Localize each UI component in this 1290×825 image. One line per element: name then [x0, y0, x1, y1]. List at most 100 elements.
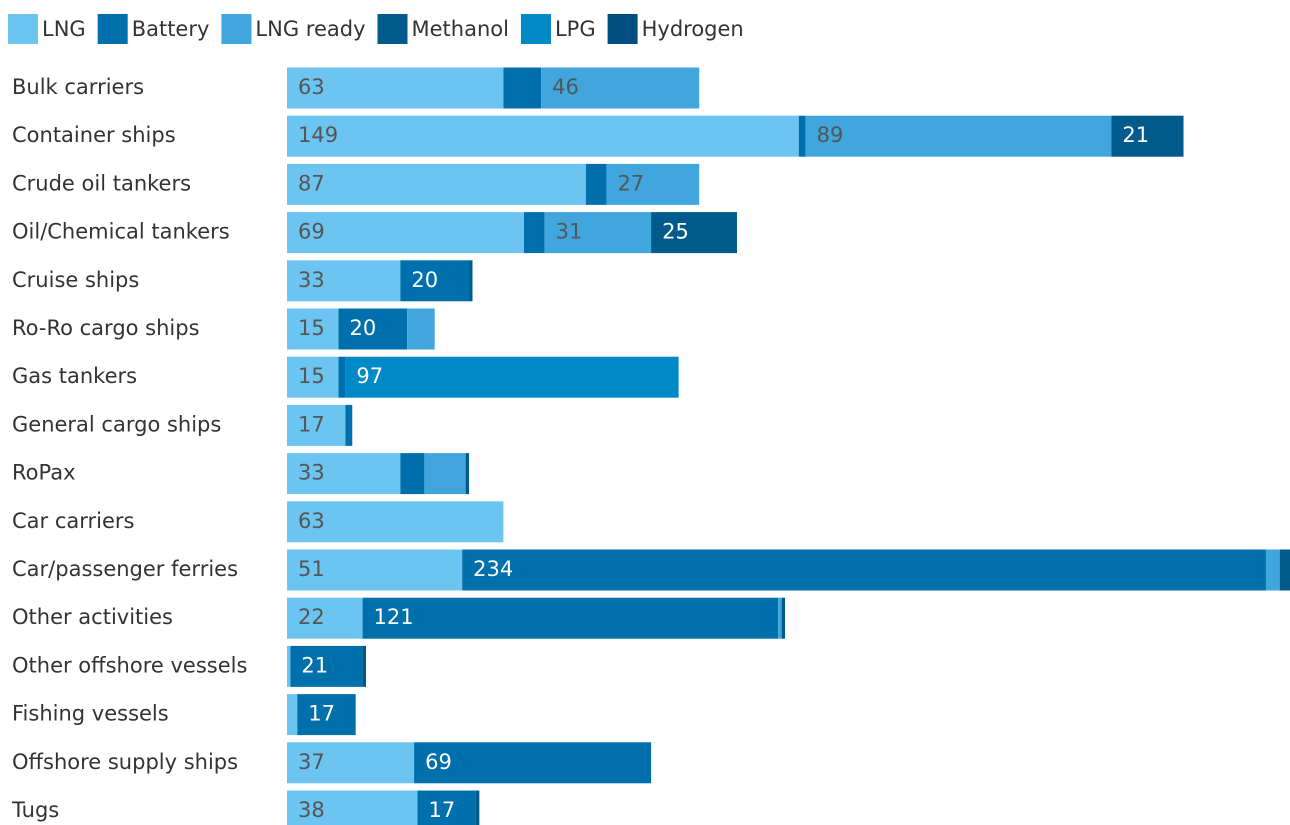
data-label: 234 — [473, 557, 513, 581]
bar-segment — [475, 790, 480, 825]
category-label: Fishing vessels — [12, 702, 169, 726]
bar-segment — [287, 212, 525, 254]
bar-segment — [1111, 115, 1184, 157]
category-label: Container ships — [12, 123, 176, 147]
data-label: 37 — [298, 750, 325, 774]
legend-swatch — [520, 14, 551, 44]
data-label: 25 — [662, 220, 689, 244]
bar-segment — [541, 67, 700, 109]
legend-label: Hydrogen — [642, 17, 744, 41]
category-label: Gas tankers — [12, 364, 137, 388]
bar-segment — [778, 597, 782, 639]
bar-segment — [290, 645, 363, 687]
category-label: Crude oil tankers — [12, 171, 191, 195]
data-label: 17 — [429, 798, 456, 822]
bar-segment — [287, 501, 504, 543]
bar-segment — [345, 404, 353, 446]
bar-segment — [1279, 549, 1290, 591]
legend-label: LPG — [555, 17, 596, 41]
bar-segment — [287, 404, 346, 446]
category-label: Other activities — [12, 605, 173, 629]
bar-segment — [424, 453, 466, 495]
bar-segment — [805, 115, 1112, 157]
bar-segment — [407, 308, 435, 350]
category-label: Car/passenger ferries — [12, 557, 238, 581]
data-label: 87 — [298, 171, 325, 195]
bar-segment — [362, 597, 779, 639]
data-label: 20 — [350, 316, 377, 340]
bar-segment — [287, 115, 799, 157]
data-label: 33 — [298, 461, 325, 485]
bar-segment — [414, 742, 652, 784]
bar-segment — [287, 742, 415, 784]
bar-segment — [287, 790, 418, 825]
data-label: 89 — [817, 123, 844, 147]
category-label: Other offshore vessels — [12, 653, 247, 677]
bar-segment — [798, 115, 806, 157]
data-label: 63 — [298, 509, 325, 533]
bar-segment — [1265, 549, 1280, 591]
bar-segment — [287, 453, 401, 495]
category-label: Ro-Ro cargo ships — [12, 316, 200, 340]
data-label: 22 — [298, 605, 325, 629]
data-label: 38 — [298, 798, 325, 822]
bar-segment — [400, 453, 425, 495]
bar-segment — [465, 453, 470, 495]
bar-segment — [345, 356, 679, 398]
bar-segment — [651, 212, 737, 254]
bar-segment — [297, 694, 356, 736]
data-label: 17 — [298, 412, 325, 436]
bar-segment — [503, 67, 542, 109]
legend-label: LNG — [42, 17, 86, 41]
bar-segment — [400, 260, 470, 302]
bar-segment — [362, 645, 367, 687]
bar-segment — [781, 597, 786, 639]
legend-label: LNG ready — [255, 17, 365, 41]
legend-swatch — [607, 14, 638, 44]
data-label: 149 — [298, 123, 338, 147]
category-label: Car carriers — [12, 509, 134, 533]
category-label: Bulk carriers — [12, 75, 144, 99]
bar-segment — [462, 549, 1266, 591]
data-label: 21 — [301, 653, 328, 677]
category-label: Offshore supply ships — [12, 750, 238, 774]
legend-label: Methanol — [412, 17, 509, 41]
bar-segment — [524, 212, 545, 254]
bar-segment — [287, 549, 463, 591]
data-label: 15 — [298, 364, 325, 388]
data-label: 17 — [308, 702, 335, 726]
bar-segment — [287, 163, 586, 205]
category-label: Cruise ships — [12, 268, 139, 292]
bar-segment — [287, 694, 298, 736]
bar-segment — [338, 356, 346, 398]
bar-segment — [338, 308, 408, 350]
legend-swatch — [377, 14, 408, 44]
bar-segment — [287, 260, 401, 302]
data-label: 27 — [617, 171, 644, 195]
data-label: 51 — [298, 557, 325, 581]
data-label: 97 — [356, 364, 383, 388]
data-label: 46 — [552, 75, 579, 99]
bar-segment — [606, 163, 700, 205]
legend-swatch — [8, 14, 38, 44]
data-label: 20 — [411, 268, 438, 292]
bar-segment — [287, 67, 504, 109]
legend-swatch — [97, 14, 128, 44]
category-label: Tugs — [11, 798, 59, 822]
data-label: 69 — [298, 220, 325, 244]
bar-segment — [287, 645, 291, 687]
bar-segment — [585, 163, 607, 205]
data-label: 33 — [298, 268, 325, 292]
category-label: Oil/Chemical tankers — [12, 220, 230, 244]
bar-segment — [287, 308, 339, 350]
bar-segment — [287, 597, 363, 639]
bar-segment — [417, 790, 476, 825]
bar-segment — [544, 212, 652, 254]
data-label: 21 — [1122, 123, 1149, 147]
category-label: General cargo ships — [12, 412, 221, 436]
legend-swatch — [221, 14, 252, 44]
data-label: 69 — [425, 750, 452, 774]
data-label: 15 — [298, 316, 325, 340]
bar-segment — [469, 260, 473, 302]
